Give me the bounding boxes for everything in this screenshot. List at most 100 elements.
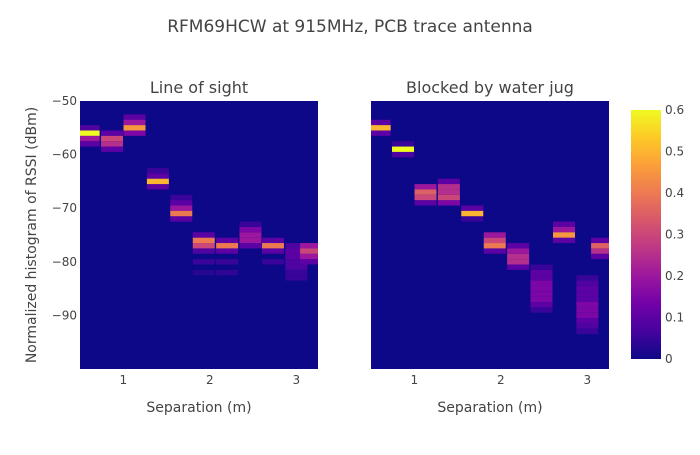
heatmap-cell bbox=[576, 296, 599, 302]
colorbar-tick-label: 0.4 bbox=[665, 186, 684, 200]
heatmap-column bbox=[392, 141, 415, 158]
heatmap-cell bbox=[300, 248, 318, 254]
heatmap-cell bbox=[553, 226, 575, 233]
heatmap-cell bbox=[591, 237, 609, 244]
heatmap-cell bbox=[146, 178, 169, 185]
heatmap-column bbox=[101, 130, 124, 152]
heatmap-cell bbox=[591, 248, 609, 254]
heatmap-column bbox=[507, 243, 530, 270]
heatmap-cell bbox=[285, 269, 308, 276]
heatmap-column bbox=[483, 232, 506, 254]
heatmap-cell bbox=[437, 189, 460, 195]
x-tick-label: 3 bbox=[293, 373, 301, 387]
y-axis-title: Normalized histogram of RSSI (dBm) bbox=[24, 107, 40, 363]
x-tick-label: 2 bbox=[497, 373, 505, 387]
heatmap-cell bbox=[170, 200, 193, 206]
heatmap-cell bbox=[192, 248, 215, 254]
heatmap-cell bbox=[192, 269, 215, 276]
heatmap-cell bbox=[392, 146, 415, 152]
heatmap-cell bbox=[414, 194, 437, 201]
heatmap-cell bbox=[591, 243, 609, 249]
heatmap-column bbox=[262, 237, 284, 265]
heatmap-cell bbox=[80, 141, 100, 147]
heatmap-cell bbox=[192, 237, 215, 244]
heatmap-cell bbox=[146, 184, 169, 190]
heatmap-column bbox=[414, 184, 437, 206]
heatmap-cell bbox=[576, 312, 599, 319]
heatmap-cell bbox=[262, 248, 284, 254]
heatmap-cell bbox=[483, 248, 506, 254]
heatmap-cell bbox=[192, 259, 215, 265]
colorbar-tick-label: 0.3 bbox=[665, 228, 684, 242]
heatmap-cell bbox=[530, 285, 553, 292]
heatmap-cell bbox=[507, 248, 530, 254]
heatmap-cell bbox=[392, 151, 415, 158]
heatmap-cell bbox=[414, 200, 437, 206]
heatmap-cell bbox=[461, 205, 484, 211]
heatmap-cell bbox=[285, 275, 308, 281]
heatmap-cell bbox=[483, 232, 506, 238]
heatmap-cell bbox=[553, 232, 575, 238]
heatmap-cell bbox=[170, 194, 193, 201]
heatmap-cell bbox=[170, 216, 193, 222]
heatmap-cell bbox=[507, 259, 530, 265]
x-tick-label: 1 bbox=[119, 373, 127, 387]
y-tick-label: −70 bbox=[52, 201, 77, 215]
heatmap-cell bbox=[123, 130, 146, 136]
panel-title: Line of sight bbox=[150, 78, 248, 97]
heatmap-cell bbox=[239, 226, 262, 233]
colorbar-tick-label: 0.1 bbox=[665, 311, 684, 325]
heatmap-column bbox=[591, 237, 609, 260]
colorbar-tick-label: 0 bbox=[665, 352, 673, 366]
panel-1: Line of sight Separation (m) 1 2 3 −50 −60 −70 −… bbox=[52, 78, 318, 416]
heatmap-column bbox=[123, 114, 146, 136]
x-tick-label: 2 bbox=[206, 373, 214, 387]
heatmap-cell bbox=[437, 178, 460, 185]
heatmap-cell bbox=[576, 285, 599, 292]
heatmap-cell bbox=[483, 243, 506, 249]
heatmap-cell bbox=[239, 221, 262, 227]
heatmap-cell bbox=[507, 264, 530, 270]
heatmap-cell bbox=[239, 243, 262, 249]
heatmap-column bbox=[239, 221, 262, 249]
heatmap-cell bbox=[392, 141, 415, 147]
heatmap-cell bbox=[576, 280, 599, 286]
heatmap-column bbox=[146, 168, 169, 190]
heatmap-cell bbox=[101, 130, 124, 136]
heatmap-column bbox=[216, 237, 239, 276]
x-tick-label: 3 bbox=[584, 373, 592, 387]
heatmap-cell bbox=[576, 318, 599, 324]
heatmap-cell bbox=[530, 291, 553, 297]
heatmap-cell bbox=[239, 237, 262, 244]
heatmap-column bbox=[285, 243, 308, 281]
heatmap-cell bbox=[371, 125, 391, 131]
heatmap-cell bbox=[216, 237, 239, 244]
heatmap-cells bbox=[80, 114, 318, 281]
heatmap-cell bbox=[461, 210, 484, 217]
heatmap-column bbox=[80, 125, 100, 147]
heatmap-cell bbox=[101, 135, 124, 142]
heatmap-cell bbox=[216, 248, 239, 254]
heatmap-cell bbox=[146, 173, 169, 179]
heatmap-cell bbox=[530, 280, 553, 286]
heatmap-cell bbox=[80, 135, 100, 142]
heatmap-cell bbox=[262, 237, 284, 244]
heatmap-cell bbox=[192, 232, 215, 238]
heatmap-cell bbox=[170, 205, 193, 211]
chart-title: RFM69HCW at 915MHz, PCB trace antenna bbox=[167, 17, 533, 37]
panel-title: Blocked by water jug bbox=[406, 78, 574, 97]
heatmap-cell bbox=[576, 291, 599, 297]
panel-2: Blocked by water jug Separation (m) 1 2 3 bbox=[371, 78, 609, 416]
heatmap-cell bbox=[216, 259, 239, 265]
heatmap-cell bbox=[576, 328, 599, 335]
heatmap-cell bbox=[239, 232, 262, 238]
heatmap-cell bbox=[553, 221, 575, 227]
heatmap-cell bbox=[414, 189, 437, 195]
heatmap-cell bbox=[285, 253, 308, 260]
x-axis-title: Separation (m) bbox=[437, 400, 542, 416]
heatmap-cell bbox=[530, 307, 553, 313]
heatmap-cell bbox=[576, 323, 599, 329]
heatmap-cell bbox=[461, 216, 484, 222]
heatmap-cell bbox=[530, 302, 553, 308]
